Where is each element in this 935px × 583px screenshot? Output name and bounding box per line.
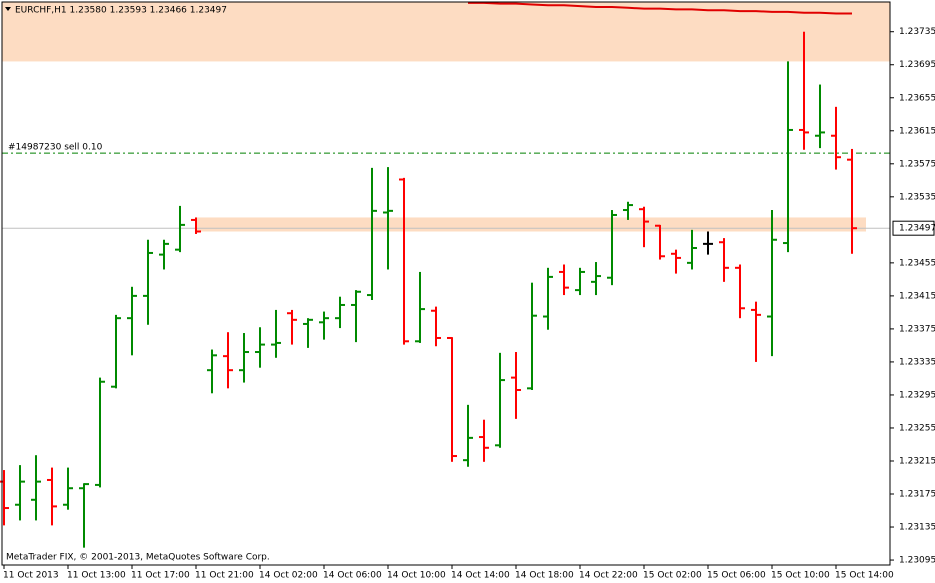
y-tick-label: 1.23415: [899, 291, 935, 301]
menu-arrow[interactable]: [5, 7, 11, 11]
y-tick-label: 1.23215: [899, 456, 935, 466]
indicator-line: [468, 1, 852, 15]
zone: [196, 217, 866, 232]
x-tick-label: 11 Oct 13:00: [67, 571, 126, 581]
y-tick-label: 1.23615: [899, 126, 935, 136]
y-tick-label: 1.23335: [899, 357, 935, 367]
y-tick-label: 1.23695: [899, 60, 935, 70]
x-tick-label: 14 Oct 14:00: [451, 571, 510, 581]
x-tick-label: 14 Oct 06:00: [323, 571, 382, 581]
x-tick-label: 15 Oct 14:00: [835, 571, 894, 581]
x-tick-label: 14 Oct 10:00: [387, 571, 446, 581]
plot-frame: [1, 1, 891, 566]
y-tick-label: 1.23455: [899, 258, 935, 268]
x-tick-label: 15 Oct 06:00: [707, 571, 766, 581]
y-tick-label: 1.23135: [899, 523, 935, 533]
y-tick-label: 1.23575: [899, 159, 935, 169]
y-tick-label: 1.23535: [899, 192, 935, 202]
chart-title: EURCHF,H1 1.23580 1.23593 1.23466 1.2349…: [15, 6, 227, 16]
price-label: 1.23497: [899, 224, 935, 234]
x-tick-label: 14 Oct 18:00: [515, 571, 574, 581]
price-label-box: [892, 220, 935, 236]
watermark: MetaTrader FIX, © 2001-2013, MetaQuotes …: [6, 553, 270, 563]
y-tick-label: 1.23255: [899, 423, 935, 433]
x-tick-label: 11 Oct 21:00: [195, 571, 254, 581]
y-tick-label: 1.23735: [899, 27, 935, 37]
y-tick-label: 1.23295: [899, 390, 935, 400]
x-tick-label: 11 Oct 2013: [3, 571, 59, 581]
y-tick-label: 1.23655: [899, 93, 935, 103]
y-tick-label: 1.23175: [899, 490, 935, 500]
order-label: #14987230 sell 0.10: [8, 143, 103, 153]
x-tick-label: 14 Oct 22:00: [579, 571, 638, 581]
y-tick-label: 1.23375: [899, 324, 935, 334]
marks: [0, 1, 857, 548]
x-tick-label: 15 Oct 10:00: [771, 571, 830, 581]
x-tick-label: 11 Oct 17:00: [131, 571, 190, 581]
y-tick-label: 1.23095: [899, 556, 935, 566]
x-tick-label: 15 Oct 02:00: [643, 571, 702, 581]
x-tick-label: 14 Oct 02:00: [259, 571, 318, 581]
